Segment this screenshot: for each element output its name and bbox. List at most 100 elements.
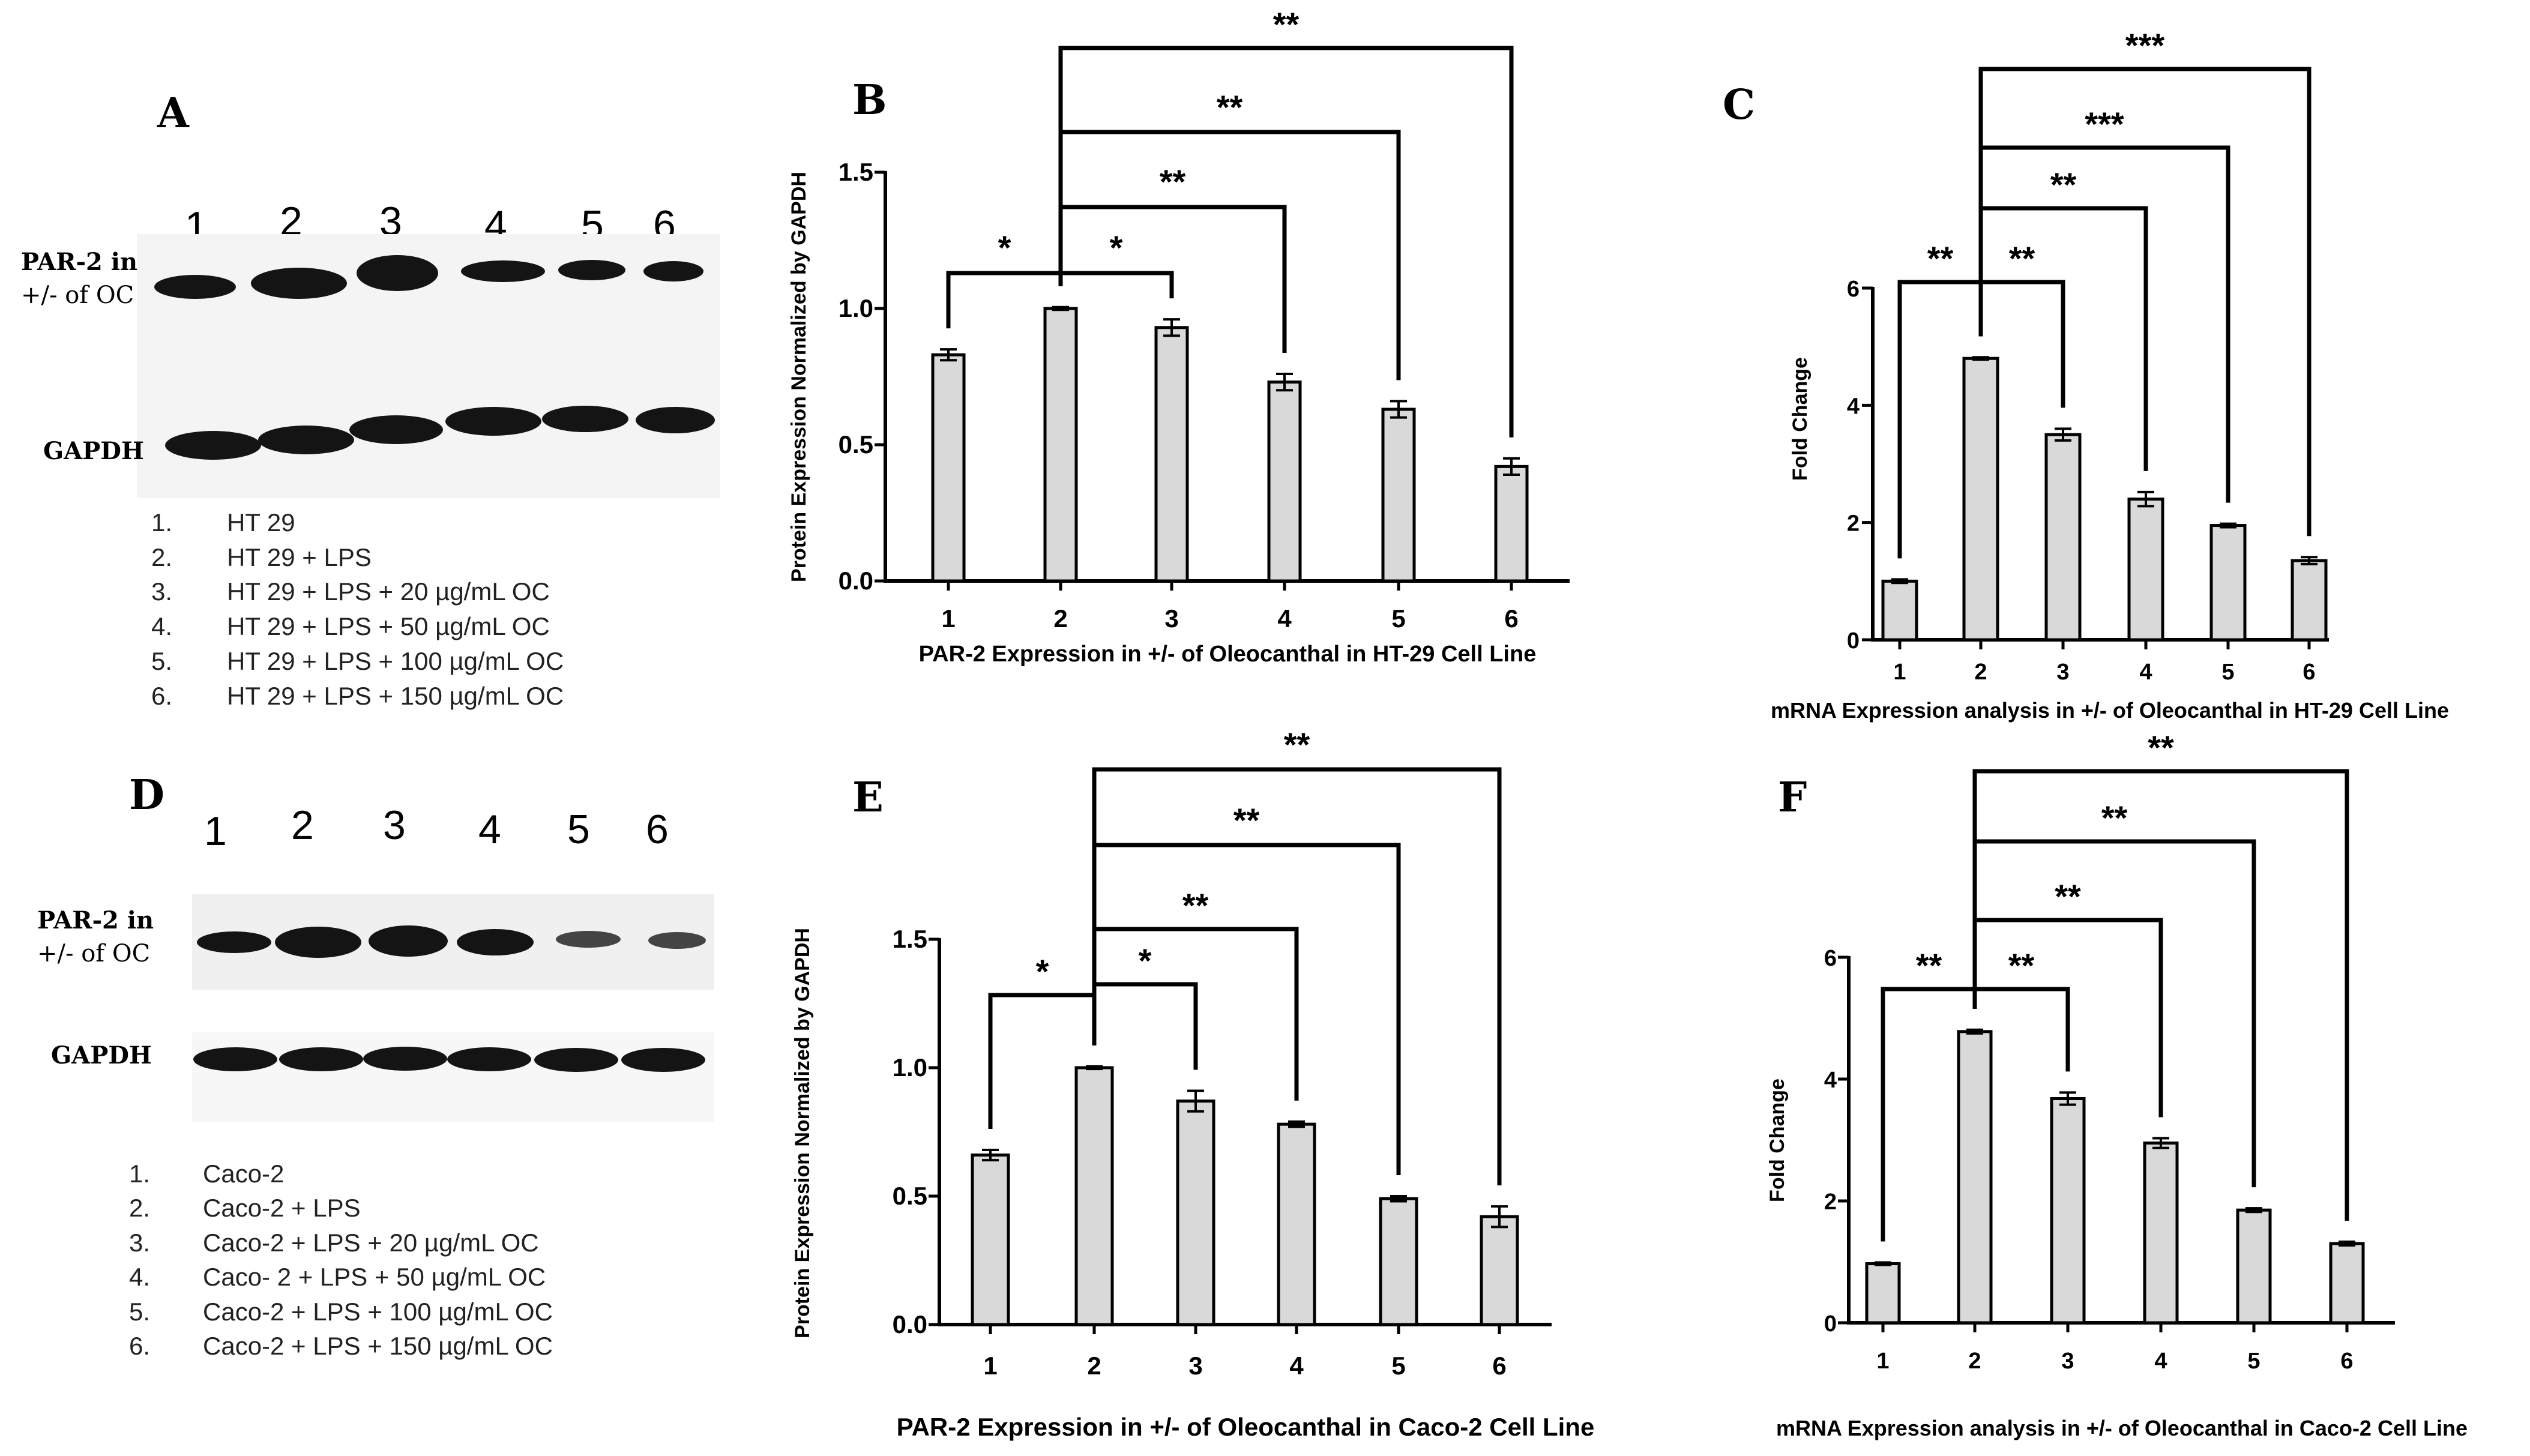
- y-tick-label: 4: [1824, 1068, 1837, 1093]
- legend-text: HT 29: [227, 508, 295, 537]
- par2-label: PAR-2 in: [37, 906, 154, 934]
- x-tick-label: 4: [2139, 660, 2152, 685]
- significance-label: **: [2055, 877, 2081, 915]
- blot-band: [165, 431, 261, 460]
- bar: [2143, 1142, 2179, 1325]
- blot-band: [349, 415, 443, 444]
- significance-label: **: [2009, 239, 2035, 277]
- x-axis-title: mRNA Expression analysis in +/- of Oleoc…: [1776, 1416, 2468, 1440]
- lane-number: 1: [204, 808, 227, 854]
- panel-letter: E: [852, 774, 884, 822]
- panel-d-lane-numbers: 1 2 3 4 5 6: [204, 802, 669, 854]
- legend-text: Caco-2 + LPS: [203, 1194, 361, 1222]
- chart-panel-b: B0.00.51.01.51 2 3 4 5 6* *******Protein Expre…: [788, 5, 1570, 667]
- blot-band: [556, 931, 621, 948]
- legend-text: HT 29 + LPS + 100 µg/mL OC: [227, 647, 564, 675]
- legend-text: HT 29 + LPS: [227, 543, 372, 571]
- legend-text: Caco-2: [203, 1160, 284, 1188]
- bar: [1962, 356, 1999, 642]
- y-axis-title: Fold Change: [1766, 1078, 1789, 1202]
- par2-bands: [154, 255, 703, 299]
- significance-label: *: [998, 229, 1011, 266]
- blot-band: [558, 260, 625, 280]
- significance-label: ***: [2125, 26, 2165, 64]
- y-tick-label: 0.5: [839, 430, 873, 459]
- legend-text: HT 29 + LPS + 20 µg/mL OC: [227, 577, 550, 606]
- significance-bracket: [1058, 271, 1174, 299]
- y-axis-title: Protein Expression Normalized by GAPDH: [791, 928, 814, 1338]
- y-tick-label: 0: [1824, 1311, 1837, 1337]
- legend-number: 2.: [129, 1194, 150, 1222]
- blot-band: [251, 268, 347, 299]
- legend-text: HT 29 + LPS + 50 µg/mL OC: [227, 612, 550, 640]
- bar: [1881, 579, 1918, 642]
- blot-band: [357, 255, 438, 291]
- y-tick-label: 6: [1847, 277, 1860, 302]
- blot-band: [447, 1047, 531, 1071]
- x-tick-label: 1: [1876, 1349, 1889, 1374]
- blot-band: [457, 929, 534, 955]
- bar: [1381, 408, 1416, 583]
- gapdh-label: GAPDH: [43, 437, 144, 465]
- legend-number: 1.: [151, 508, 172, 537]
- significance-label: **: [1927, 239, 1954, 277]
- lane-number: 6: [646, 807, 669, 852]
- y-tick-label: 1.5: [893, 925, 927, 953]
- significance-bracket: [1092, 843, 1401, 1175]
- x-tick-label: 2: [1974, 660, 1987, 685]
- legend-text: HT 29 + LPS + 150 µg/mL OC: [227, 682, 564, 710]
- significance-label: **: [1273, 5, 1300, 43]
- bar: [1267, 381, 1302, 583]
- blot-band: [648, 932, 706, 949]
- par2-label: +/- of OC: [21, 281, 134, 309]
- significance-bracket: [1058, 46, 1514, 438]
- legend-text: Caco-2 + LPS + 20 µg/mL OC: [203, 1229, 539, 1257]
- x-tick-label: 5: [2221, 660, 2234, 685]
- significance-label: **: [1182, 886, 1209, 924]
- blot-band: [193, 1047, 277, 1071]
- x-tick-label: 2: [1053, 604, 1067, 633]
- x-tick-label: 4: [1289, 1352, 1304, 1380]
- gapdh-label: GAPDH: [51, 1041, 152, 1069]
- x-tick-label: 2: [1968, 1349, 1981, 1374]
- panel-d-legend: 1. Caco-2 2. Caco-2 + LPS 3. Caco-2 + LP…: [129, 1160, 553, 1360]
- legend-number: 3.: [151, 577, 172, 606]
- x-tick-label: 3: [1164, 604, 1178, 633]
- bar: [2329, 1242, 2365, 1325]
- significance-label: **: [2008, 946, 2035, 984]
- par2-label: PAR-2 in: [21, 248, 137, 276]
- significance-label: **: [2050, 166, 2077, 203]
- x-tick-label: 5: [1391, 604, 1405, 633]
- blot-band: [461, 260, 545, 282]
- lane-number: 4: [478, 807, 501, 852]
- bar: [2044, 433, 2082, 642]
- y-tick-label: 0.5: [893, 1182, 927, 1210]
- significance-label: *: [1110, 229, 1123, 266]
- legend-number: 6.: [151, 682, 172, 710]
- significance-label: *: [1139, 942, 1152, 979]
- legend-number: 1.: [129, 1160, 150, 1188]
- par2-bands: [197, 925, 706, 958]
- bar: [1865, 1262, 1901, 1325]
- x-tick-label: 3: [2056, 660, 2069, 685]
- bar: [2127, 498, 2164, 642]
- panel-d: D 1 2 3 4 5 6 PAR-2 in +/- of OC: [37, 771, 714, 1360]
- lane-number: 5: [567, 807, 590, 852]
- significance-label: ***: [2085, 105, 2124, 143]
- x-tick-label: 1: [1893, 660, 1906, 685]
- legend-number: 5.: [151, 647, 172, 675]
- x-tick-label: 5: [1391, 1352, 1405, 1380]
- legend-number: 5.: [129, 1298, 150, 1326]
- significance-bracket: [1092, 767, 1502, 1186]
- legend-number: 4.: [129, 1263, 150, 1291]
- blot-band: [363, 1047, 447, 1071]
- x-tick-label: 6: [2303, 660, 2315, 685]
- legend-number: 2.: [151, 543, 172, 571]
- bar: [2050, 1097, 2086, 1325]
- significance-label: **: [1217, 88, 1243, 126]
- blot-band: [542, 406, 628, 432]
- panel-d-letter: D: [129, 771, 164, 819]
- bar: [1176, 1100, 1215, 1326]
- significance-label: **: [1233, 801, 1260, 839]
- blot-membrane: [192, 1032, 714, 1122]
